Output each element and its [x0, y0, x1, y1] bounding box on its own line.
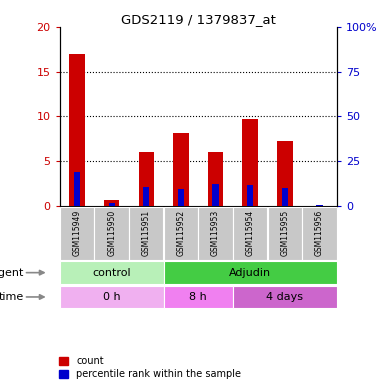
Bar	[243, 119, 258, 206]
Text: control: control	[92, 268, 131, 278]
Bar	[268, 207, 302, 260]
Text: GSM115949: GSM115949	[72, 210, 82, 257]
Bar	[173, 132, 189, 206]
Bar	[233, 286, 337, 308]
Bar	[213, 184, 219, 206]
Text: time: time	[0, 292, 23, 302]
Bar	[109, 204, 115, 206]
Text: GSM115953: GSM115953	[211, 210, 220, 257]
Bar	[164, 207, 198, 260]
Bar	[247, 185, 253, 206]
Bar	[208, 152, 223, 206]
Bar	[94, 207, 129, 260]
Bar	[60, 286, 164, 308]
Bar	[104, 200, 119, 206]
Bar	[139, 152, 154, 206]
Text: agent: agent	[0, 268, 23, 278]
Title: GDS2119 / 1379837_at: GDS2119 / 1379837_at	[121, 13, 276, 26]
Bar	[316, 205, 323, 206]
Legend: count, percentile rank within the sample: count, percentile rank within the sample	[59, 356, 241, 379]
Text: GSM115956: GSM115956	[315, 210, 324, 257]
Bar	[69, 54, 85, 206]
Text: GSM115954: GSM115954	[246, 210, 255, 257]
Bar	[233, 207, 268, 260]
Bar	[164, 262, 337, 284]
Text: GSM115950: GSM115950	[107, 210, 116, 257]
Bar	[60, 207, 94, 260]
Bar	[129, 207, 164, 260]
Text: 8 h: 8 h	[189, 292, 207, 302]
Bar	[282, 188, 288, 206]
Bar	[302, 207, 337, 260]
Text: GSM115951: GSM115951	[142, 210, 151, 257]
Text: Adjudin: Adjudin	[229, 268, 271, 278]
Bar	[60, 262, 164, 284]
Text: 4 days: 4 days	[266, 292, 303, 302]
Bar	[198, 207, 233, 260]
Bar	[178, 189, 184, 206]
Bar	[143, 187, 149, 206]
Bar	[164, 286, 233, 308]
Bar	[277, 141, 293, 206]
Text: GSM115955: GSM115955	[280, 210, 290, 257]
Text: 0 h: 0 h	[103, 292, 121, 302]
Bar	[74, 172, 80, 206]
Text: GSM115952: GSM115952	[176, 210, 186, 257]
